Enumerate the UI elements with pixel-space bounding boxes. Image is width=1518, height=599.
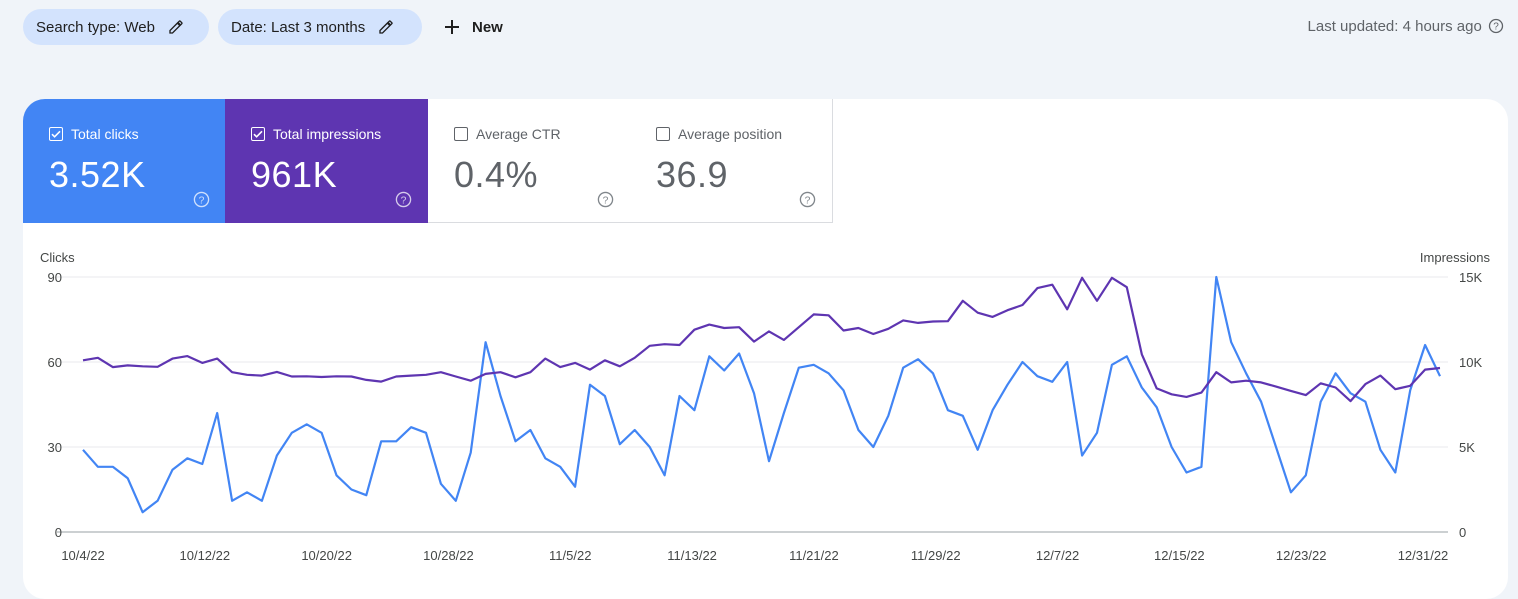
performance-line-chart[interactable]: Clicks Impressions 90 15K 60 10K 30 5K 0 0 10/4/22…	[23, 99, 1508, 590]
metric-tab-total-impressions[interactable]: Total impressions 961K ?	[225, 99, 428, 223]
metric-label: Average position	[678, 126, 783, 142]
help-icon[interactable]: ?	[193, 191, 210, 208]
x-axis-tick-label: 10/28/22	[423, 548, 474, 563]
x-axis-tick-label: 12/15/22	[1154, 548, 1205, 563]
new-filter-label: New	[472, 18, 503, 36]
plus-icon	[445, 20, 459, 34]
new-filter-button[interactable]: New	[436, 9, 503, 45]
x-axis-tick-label: 10/12/22	[180, 548, 231, 563]
left-axis-tick-label: 30	[48, 440, 62, 455]
checkbox-checked-icon[interactable]	[251, 127, 265, 141]
svg-text:?: ?	[805, 195, 811, 206]
date-filter-chip[interactable]: Date: Last 3 months	[218, 9, 422, 45]
edit-pencil-icon	[379, 20, 393, 34]
svg-text:?: ?	[1493, 22, 1499, 33]
right-axis-tick-label: 5K	[1459, 440, 1475, 455]
search-type-filter-label: Search type: Web	[36, 18, 155, 36]
metric-tab-total-clicks[interactable]: Total clicks 3.52K ?	[23, 99, 226, 223]
help-icon[interactable]: ?	[395, 191, 412, 208]
metric-value: 36.9	[656, 154, 729, 195]
svg-text:?: ?	[603, 195, 609, 206]
performance-card: Total clicks 3.52K ? Total impressions 9…	[23, 99, 1508, 599]
help-icon[interactable]: ?	[1488, 18, 1504, 34]
left-axis-tick-label: 60	[48, 355, 62, 370]
x-axis-tick-label: 11/13/22	[667, 548, 717, 563]
metric-value: 961K	[251, 154, 338, 195]
search-type-filter-chip[interactable]: Search type: Web	[23, 9, 209, 45]
last-updated-text: Last updated: 4 hours ago	[1307, 18, 1482, 35]
checkbox-unchecked-icon[interactable]	[454, 127, 468, 141]
help-icon[interactable]: ?	[597, 191, 614, 208]
svg-text:?: ?	[199, 195, 205, 206]
metric-tab-average-position[interactable]: Average position 36.9 ?	[630, 99, 833, 223]
metric-value: 0.4%	[454, 154, 539, 195]
metric-label: Total clicks	[71, 126, 139, 142]
right-axis-tick-label: 15K	[1459, 270, 1482, 285]
help-icon[interactable]: ?	[799, 191, 816, 208]
right-axis-tick-label: 10K	[1459, 355, 1482, 370]
left-axis-tick-label: 0	[55, 525, 62, 540]
checkbox-checked-icon[interactable]	[49, 127, 63, 141]
svg-text:?: ?	[401, 195, 407, 206]
metric-tab-average-ctr[interactable]: Average CTR 0.4% ?	[428, 99, 631, 223]
edit-pencil-icon	[169, 20, 183, 34]
checkbox-unchecked-icon[interactable]	[656, 127, 670, 141]
left-axis-title: Clicks	[40, 250, 75, 265]
metric-label: Average CTR	[476, 126, 561, 142]
metric-value: 3.52K	[49, 154, 146, 195]
right-axis-tick-label: 0	[1459, 525, 1466, 540]
metric-label: Total impressions	[273, 126, 382, 142]
x-axis-tick-label: 10/4/22	[61, 548, 104, 563]
right-axis-title: Impressions	[1420, 250, 1491, 265]
x-axis-tick-label: 11/29/22	[911, 548, 961, 563]
x-axis-tick-label: 12/31/22	[1398, 548, 1449, 563]
date-filter-label: Date: Last 3 months	[231, 18, 366, 36]
x-axis-tick-label: 10/20/22	[301, 548, 352, 563]
impressions-series-line	[82, 276, 1441, 403]
x-axis-tick-label: 11/5/22	[549, 548, 591, 563]
x-axis-tick-label: 12/23/22	[1276, 548, 1327, 563]
x-axis-tick-label: 11/21/22	[789, 548, 839, 563]
x-axis-tick-label: 12/7/22	[1036, 548, 1079, 563]
clicks-series-line	[82, 275, 1441, 514]
left-axis-tick-label: 90	[48, 270, 62, 285]
last-updated-status: Last updated: 4 hours ago ?	[1308, 18, 1504, 35]
